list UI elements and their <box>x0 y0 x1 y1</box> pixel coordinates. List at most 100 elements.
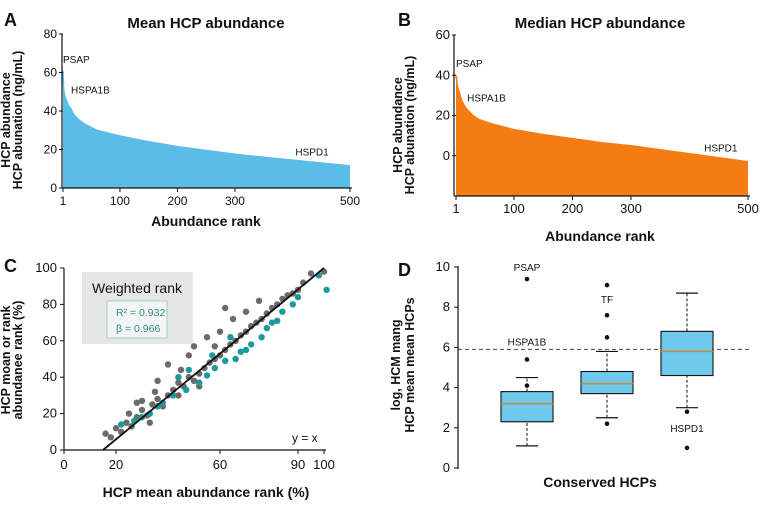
box-0-outlier-0 <box>524 383 530 388</box>
identity-line-label: y = x <box>292 431 318 445</box>
annotation-psap: PSAP <box>514 263 541 274</box>
annotation-tf: TF <box>601 295 613 306</box>
y-tick-label-0: 0 <box>443 460 450 475</box>
gray-point-6 <box>125 410 133 417</box>
panel-b-ylabel-1: HCP abundance <box>391 77 405 173</box>
x-tick-label-3: 90 <box>291 457 305 472</box>
y-tick-label-1: 20 <box>43 406 57 421</box>
panel-b-label: B <box>398 10 411 30</box>
x-tick-label-2: 200 <box>562 201 584 216</box>
gray-point-1 <box>107 434 115 441</box>
legend-title: Weighted rank <box>92 280 183 296</box>
y-tick-label-0: 0 <box>50 442 57 457</box>
gray-point-53 <box>133 399 140 406</box>
gray-point-21 <box>177 366 185 374</box>
panel-c-ylabel-2: abundanee rank (%) <box>11 301 25 420</box>
teal-point-23 <box>185 366 192 374</box>
panel-b: B Median HCP abundance HCP abundance HCP… <box>391 10 759 244</box>
legend-stats-box <box>106 300 168 339</box>
gray-point-40 <box>242 308 250 315</box>
legend-beta: β = 0.966 <box>116 323 160 335</box>
gray-point-23 <box>201 364 208 372</box>
y-tick-label-2: 40 <box>43 369 57 384</box>
teal-point-16 <box>279 308 286 315</box>
teal-point-18 <box>294 293 302 301</box>
panel-a-ylabel-1: HCP abundance <box>0 72 13 168</box>
x-tick-label-0: 0 <box>60 457 67 472</box>
gray-point-50 <box>229 315 237 323</box>
gray-point-32 <box>203 334 211 341</box>
y-tick-label-1: 20 <box>44 143 58 157</box>
annotation-hspd1: HSPD1 <box>670 424 704 435</box>
annotation-hspa1b: HSPA1B <box>467 93 506 104</box>
y-tick-label-2: 40 <box>44 104 58 118</box>
annotation-psap: PSAP <box>456 59 483 70</box>
panel-c-xlabel: HCP mean abundance rank (%) <box>103 484 310 500</box>
gray-point-10 <box>149 401 156 408</box>
panel-d-ylabel-2: HCP mean mean HCPs <box>403 297 417 432</box>
gray-point-16 <box>151 388 159 395</box>
x-tick-label-2: 60 <box>213 457 227 472</box>
gray-point-59 <box>146 419 153 426</box>
teal-point-0 <box>118 421 125 428</box>
y-tick-label-4: 8 <box>443 299 450 314</box>
panel-a-title: Mean HCP abundance <box>127 15 284 32</box>
gray-point-51 <box>222 304 229 312</box>
panel-d-label: D <box>398 260 411 280</box>
box-2-outlier-0 <box>684 445 690 451</box>
gray-point-4 <box>123 419 130 426</box>
annotation-hspd1: HSPD1 <box>704 144 738 155</box>
annotation-hspa1b: HSPA1B <box>508 337 547 348</box>
panel-b-xlabel: Abundance rank <box>545 228 655 244</box>
teal-point-9 <box>222 357 229 364</box>
gray-point-8 <box>138 406 146 414</box>
panel-a-xlabel: Abundance rank <box>151 213 261 229</box>
gray-point-20 <box>190 377 198 384</box>
gray-point-39 <box>263 310 270 317</box>
gray-point-2 <box>112 425 120 432</box>
teal-point-20 <box>323 286 330 293</box>
x-tick-label-4: 500 <box>737 201 759 216</box>
box-0-iqr <box>500 391 554 423</box>
box-1-outlier-3 <box>604 282 610 288</box>
x-tick-label-4: 100 <box>313 457 335 472</box>
y-tick-label-4: 80 <box>43 296 57 311</box>
gray-point-11 <box>138 397 146 405</box>
identity-line <box>102 267 325 451</box>
teal-point-15 <box>274 317 281 324</box>
y-tick-label-5: 100 <box>35 260 57 275</box>
gray-point-36 <box>216 328 224 335</box>
teal-point-11 <box>242 346 250 354</box>
panel-c-label: C <box>4 256 17 276</box>
x-tick-label-0: 1 <box>452 201 459 216</box>
panel-d-ylabel-1: log, HCM mang <box>389 320 403 411</box>
y-tick-label-1: 20 <box>436 108 450 123</box>
teal-point-21 <box>227 334 234 341</box>
box-1-outlier-0 <box>604 421 610 427</box>
y-tick-label-0: 0 <box>443 148 450 163</box>
gray-point-54 <box>185 352 192 359</box>
panel-c: C HCP moan or rank abundanee rank (%) HC… <box>0 256 335 500</box>
panel-d: D log, HCM mang HCP mean mean HCPs Conse… <box>389 259 750 490</box>
y-tick-label-2: 40 <box>436 67 450 82</box>
box-1-outlier-2 <box>604 312 610 318</box>
panel-a: A Mean HCP abundance HCP abundance HCP a… <box>0 10 360 229</box>
x-tick-label-1: 100 <box>503 201 525 216</box>
panel-b-ylabel-2: HCP abunation (ng/mL) <box>403 56 417 195</box>
teal-point-7 <box>203 372 211 379</box>
panel-a-ylabel-2: HCP abunation (ng/mL) <box>11 51 25 190</box>
box-0-outlier-1 <box>524 357 530 362</box>
y-tick-label-3: 6 <box>443 339 450 354</box>
y-tick-label-4: 80 <box>44 27 58 41</box>
abundance-line <box>62 70 351 167</box>
gray-point-29 <box>190 343 198 350</box>
box-2-outlier-1 <box>684 409 690 415</box>
gray-point-25 <box>164 361 172 368</box>
y-tick-label-5: 10 <box>436 259 450 274</box>
annotation-hspa1b: HSPA1B <box>71 86 110 97</box>
teal-point-14 <box>263 324 270 332</box>
annotation-psap: PSAP <box>63 55 90 66</box>
teal-point-10 <box>232 355 239 363</box>
legend-r-squared: R² = 0.932 <box>116 307 165 319</box>
x-tick-label-2: 200 <box>167 194 187 208</box>
